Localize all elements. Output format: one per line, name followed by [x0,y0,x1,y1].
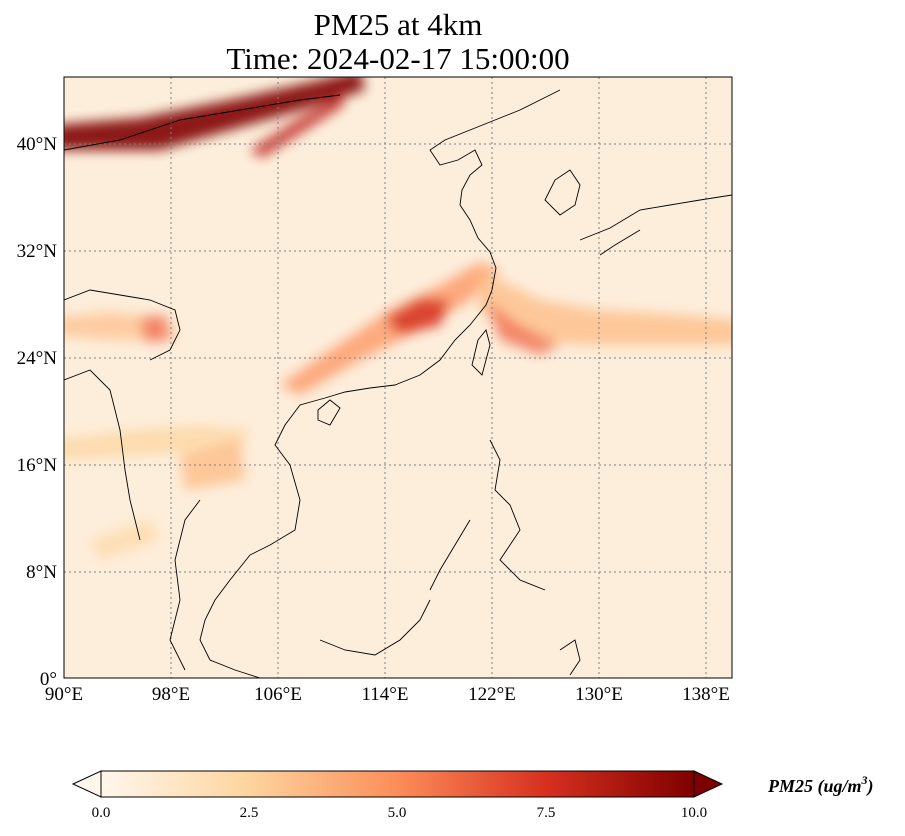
colorbar-extend-high [693,770,724,798]
lat-tick-label: 40°N [17,134,58,155]
lat-tick-labels: 0° 8°N 16°N 24°N 32°N 40°N [17,134,58,690]
lon-tick-label: 138°E [682,684,730,705]
pm25-field [64,77,732,678]
colorbar-tick-label: 10.0 [681,805,707,821]
lon-tick-label: 122°E [468,684,516,705]
lon-tick-label: 114°E [362,684,409,705]
lat-tick-label: 24°N [17,348,58,369]
lat-tick-label: 32°N [17,241,58,262]
lon-tick-label: 130°E [575,684,623,705]
map-title-time: Time: 2024-02-17 15:00:00 [226,41,570,76]
lon-tick-label: 106°E [254,684,302,705]
colorbar-extend-low [71,770,102,798]
colorbar-tick-label: 5.0 [388,805,407,821]
lat-tick-label: 16°N [17,455,58,476]
pm25-plumes [64,77,732,560]
lon-tick-labels: 90°E 98°E 106°E 114°E 122°E 130°E 138°E [45,684,730,705]
lon-tick-label: 98°E [152,684,190,705]
colorbar-tick-label: 0.0 [92,805,111,821]
field-background [64,77,732,678]
colorbar-title: PM25 (ug/m3) [767,773,874,797]
colorbar-tick-label: 7.5 [537,805,556,821]
colorbar: 0.0 2.5 5.0 7.5 10.0 PM25 (ug/m3) [71,770,874,821]
colorbar-tick-label: 2.5 [240,805,259,821]
lon-tick-label: 90°E [45,684,83,705]
map-title-variable: PM25 at 4km [313,7,483,42]
gridlines [64,77,732,678]
lat-tick-label: 8°N [26,562,57,583]
colorbar-gradient [100,770,695,798]
map-frame [63,76,733,679]
lat-tick-label: 0° [40,669,57,690]
coastlines [64,89,732,678]
